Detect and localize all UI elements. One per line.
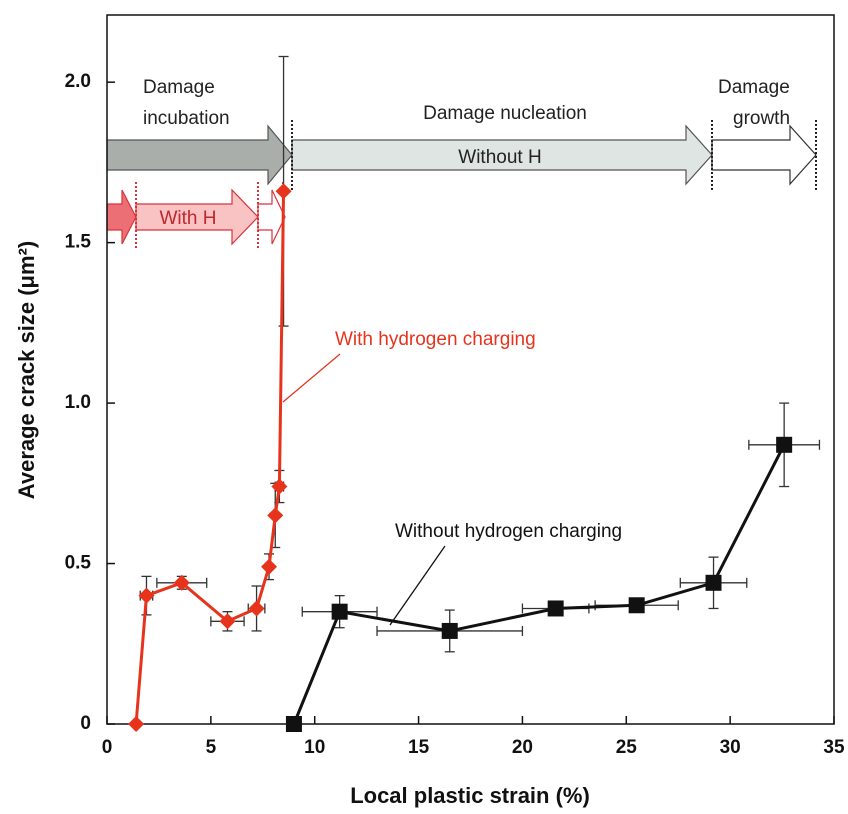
point-marker bbox=[547, 600, 564, 617]
arrow-h-nucleation bbox=[257, 189, 286, 245]
y-tick-label: 1.0 bbox=[65, 392, 91, 413]
x-tick-label: 0 bbox=[102, 737, 113, 758]
arrow-nucleation bbox=[291, 124, 713, 186]
annotation: incubation bbox=[143, 108, 230, 129]
y-tick-label: 2.0 bbox=[65, 71, 91, 92]
series-label: Without hydrogen charging bbox=[395, 521, 622, 542]
annotation: Damage bbox=[143, 77, 215, 98]
series bbox=[128, 55, 292, 732]
annotation: Damage bbox=[718, 77, 790, 98]
arrow-growth bbox=[711, 124, 817, 186]
point-marker bbox=[331, 603, 348, 620]
x-tick-label: 5 bbox=[206, 737, 217, 758]
phase-arrows bbox=[106, 120, 817, 250]
point-marker bbox=[173, 574, 190, 591]
point-marker bbox=[267, 507, 284, 524]
point-marker bbox=[628, 597, 645, 614]
y-axis-label: Average crack size (μm²) bbox=[14, 241, 39, 499]
x-axis-label: Local plastic strain (%) bbox=[350, 783, 590, 808]
x-tick-label: 10 bbox=[304, 737, 325, 758]
annotation: With H bbox=[160, 208, 217, 229]
series-line bbox=[134, 191, 286, 725]
arrow-incubation bbox=[106, 124, 293, 186]
point-marker bbox=[219, 613, 236, 630]
annotation: Without H bbox=[458, 147, 541, 168]
annotation: growth bbox=[733, 108, 790, 129]
arrow-h-incubation bbox=[135, 188, 259, 246]
plot-frame bbox=[106, 14, 835, 725]
x-tick-label: 35 bbox=[823, 737, 845, 758]
leader-line bbox=[282, 353, 341, 403]
point-marker bbox=[705, 574, 722, 591]
point-marker bbox=[261, 558, 278, 575]
point-marker bbox=[128, 716, 145, 732]
point-marker bbox=[138, 587, 155, 604]
point-marker bbox=[248, 600, 265, 617]
x-tick-label: 15 bbox=[408, 737, 430, 758]
point-marker bbox=[275, 183, 292, 200]
series-label: With hydrogen charging bbox=[335, 329, 536, 350]
point-marker bbox=[285, 716, 302, 732]
x-tick-label: 20 bbox=[512, 737, 533, 758]
point-marker bbox=[271, 478, 288, 495]
point-marker bbox=[776, 436, 793, 453]
y-tick-label: 0.5 bbox=[65, 553, 92, 574]
x-tick-label: 25 bbox=[616, 737, 638, 758]
leader-line bbox=[389, 545, 446, 626]
series bbox=[285, 402, 821, 732]
x-tick-label: 30 bbox=[720, 737, 741, 758]
arrow-h-start bbox=[106, 189, 137, 245]
y-tick-label: 1.5 bbox=[65, 232, 92, 253]
annotation: Damage nucleation bbox=[423, 103, 587, 124]
y-tick-label: 0 bbox=[80, 713, 91, 734]
point-marker bbox=[441, 622, 458, 639]
